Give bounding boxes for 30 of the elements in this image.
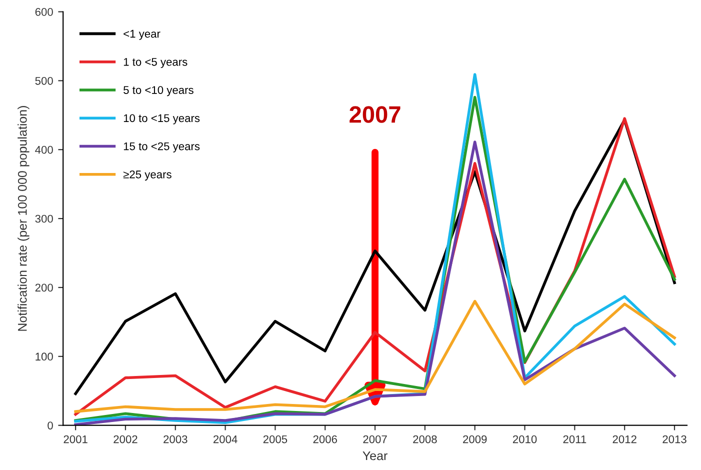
y-tick-label: 100 (36, 352, 53, 361)
x-tick-label: 2007 (363, 435, 387, 444)
x-tick-label: 2010 (512, 435, 537, 444)
legend-label: ≥25 years (123, 170, 172, 181)
y-tick-label: 600 (35, 8, 53, 16)
legend-label: 5 to <10 years (124, 86, 194, 96)
annotation: 2007 (350, 106, 400, 123)
y-tick-label: 0 (48, 422, 53, 430)
legend-label: <1 year (124, 30, 160, 40)
x-tick-label: 2003 (164, 435, 188, 444)
x-tick-label: 2006 (313, 435, 337, 444)
y-tick-label: 200 (35, 284, 53, 292)
y-axis-title: Notification rate (per 100 000 population) (18, 106, 30, 331)
y-tick-label: 300 (35, 214, 53, 223)
x-tick-label: 2012 (612, 435, 636, 444)
y-tick-label: 400 (35, 146, 53, 154)
x-tick-label: 2004 (214, 435, 238, 444)
x-tick-label: 2009 (463, 435, 487, 444)
line-series (74, 300, 676, 413)
x-tick-label: 2005 (263, 435, 288, 444)
legend-label: 1 to <5 years (124, 58, 188, 68)
x-tick-label: 2013 (662, 435, 686, 444)
x-tick-label: 2002 (114, 435, 138, 444)
x-tick-label: 2001 (64, 435, 88, 444)
legend-label: 10 to <15 years (124, 114, 200, 124)
legend-label: 15 to <25 years (124, 142, 200, 152)
x-axis-title: Year (362, 451, 388, 460)
x-tick-label: 2008 (413, 435, 437, 444)
x-tick-label: 2011 (563, 435, 586, 444)
y-tick-label: 500 (35, 76, 53, 85)
